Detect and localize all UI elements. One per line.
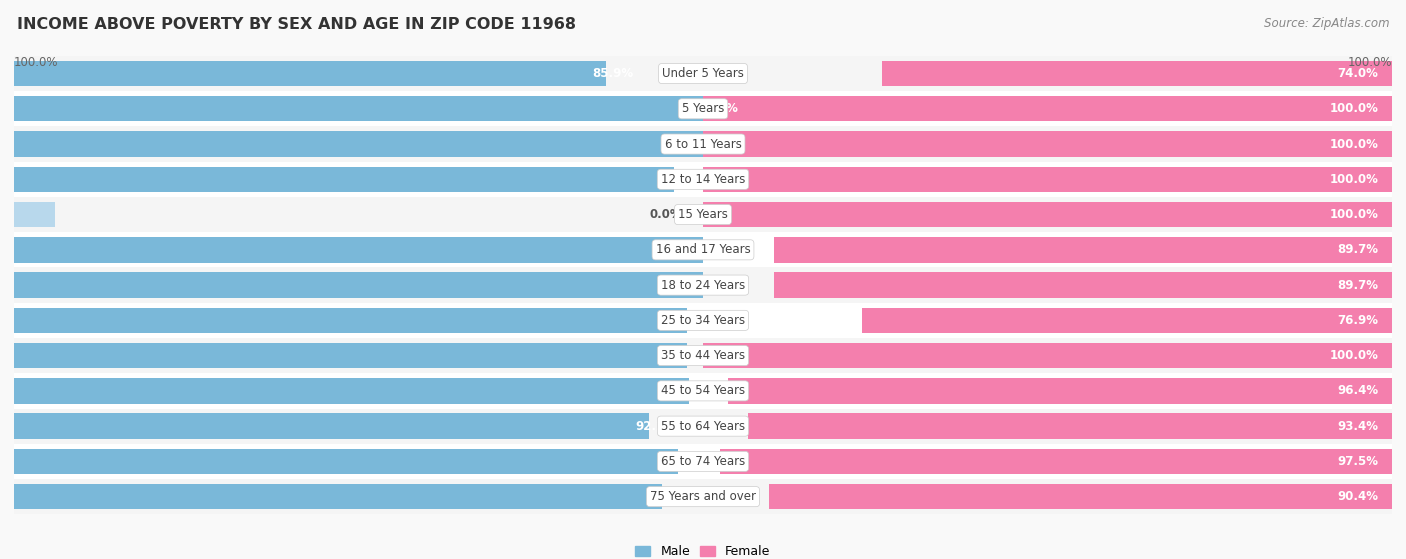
Bar bbox=[748, 414, 1392, 439]
Text: 90.4%: 90.4% bbox=[1337, 490, 1378, 503]
Text: 93.4%: 93.4% bbox=[1337, 420, 1378, 433]
Text: 100.0%: 100.0% bbox=[1329, 102, 1378, 115]
Bar bbox=[14, 267, 1392, 303]
Text: 65 to 74 Years: 65 to 74 Years bbox=[661, 455, 745, 468]
Bar bbox=[728, 378, 1392, 404]
Text: 55 to 64 Years: 55 to 64 Years bbox=[661, 420, 745, 433]
Text: 100.0%: 100.0% bbox=[689, 278, 738, 292]
Legend: Male, Female: Male, Female bbox=[630, 540, 776, 559]
Text: 92.2%: 92.2% bbox=[636, 420, 676, 433]
Text: 100.0%: 100.0% bbox=[1329, 138, 1378, 150]
Bar bbox=[14, 91, 1392, 126]
Text: 5 Years: 5 Years bbox=[682, 102, 724, 115]
Text: 100.0%: 100.0% bbox=[689, 102, 738, 115]
Text: 100.0%: 100.0% bbox=[1329, 349, 1378, 362]
Bar bbox=[14, 61, 606, 86]
Text: 96.3%: 96.3% bbox=[664, 455, 704, 468]
Text: 74.0%: 74.0% bbox=[1337, 67, 1378, 80]
Bar bbox=[703, 96, 1392, 121]
Bar bbox=[14, 484, 662, 509]
Text: 97.7%: 97.7% bbox=[673, 349, 714, 362]
Text: 12 to 14 Years: 12 to 14 Years bbox=[661, 173, 745, 186]
Bar bbox=[14, 343, 688, 368]
Bar bbox=[720, 449, 1392, 474]
Bar bbox=[14, 444, 1392, 479]
Text: INCOME ABOVE POVERTY BY SEX AND AGE IN ZIP CODE 11968: INCOME ABOVE POVERTY BY SEX AND AGE IN Z… bbox=[17, 17, 576, 32]
Bar bbox=[14, 449, 678, 474]
Text: 96.4%: 96.4% bbox=[1337, 385, 1378, 397]
Bar bbox=[769, 484, 1392, 509]
Text: 97.9%: 97.9% bbox=[675, 385, 716, 397]
Bar bbox=[14, 378, 689, 404]
Bar bbox=[14, 131, 703, 157]
Text: 15 Years: 15 Years bbox=[678, 208, 728, 221]
Bar bbox=[703, 131, 1392, 157]
Bar bbox=[703, 343, 1392, 368]
Text: Under 5 Years: Under 5 Years bbox=[662, 67, 744, 80]
Text: 18 to 24 Years: 18 to 24 Years bbox=[661, 278, 745, 292]
Text: 100.0%: 100.0% bbox=[689, 138, 738, 150]
Bar bbox=[14, 272, 703, 298]
Text: 76.9%: 76.9% bbox=[1337, 314, 1378, 327]
Bar bbox=[14, 56, 1392, 91]
Text: 85.9%: 85.9% bbox=[592, 67, 633, 80]
Bar bbox=[14, 232, 1392, 267]
Bar bbox=[14, 373, 1392, 409]
Text: 97.7%: 97.7% bbox=[673, 314, 714, 327]
Text: 0.0%: 0.0% bbox=[650, 208, 682, 221]
Text: 75 Years and over: 75 Years and over bbox=[650, 490, 756, 503]
Text: 35 to 44 Years: 35 to 44 Years bbox=[661, 349, 745, 362]
Bar bbox=[14, 197, 1392, 232]
Bar bbox=[703, 167, 1392, 192]
Bar bbox=[14, 162, 1392, 197]
Bar bbox=[773, 237, 1392, 263]
Text: 100.0%: 100.0% bbox=[1329, 173, 1378, 186]
Bar bbox=[14, 307, 688, 333]
Text: 97.5%: 97.5% bbox=[1337, 455, 1378, 468]
Text: 45 to 54 Years: 45 to 54 Years bbox=[661, 385, 745, 397]
Bar bbox=[14, 338, 1392, 373]
Bar bbox=[14, 202, 55, 228]
Bar bbox=[773, 272, 1392, 298]
Bar bbox=[862, 307, 1392, 333]
Text: 6 to 11 Years: 6 to 11 Years bbox=[665, 138, 741, 150]
Text: 94.1%: 94.1% bbox=[648, 490, 689, 503]
Bar bbox=[14, 167, 673, 192]
Text: 100.0%: 100.0% bbox=[689, 243, 738, 257]
Text: 95.8%: 95.8% bbox=[661, 173, 702, 186]
Bar bbox=[14, 96, 703, 121]
Bar bbox=[14, 414, 650, 439]
Text: 100.0%: 100.0% bbox=[1347, 56, 1392, 69]
Text: 100.0%: 100.0% bbox=[1329, 208, 1378, 221]
Text: 25 to 34 Years: 25 to 34 Years bbox=[661, 314, 745, 327]
Bar bbox=[14, 409, 1392, 444]
Bar bbox=[882, 61, 1392, 86]
Text: Source: ZipAtlas.com: Source: ZipAtlas.com bbox=[1264, 17, 1389, 30]
Bar bbox=[703, 202, 1392, 228]
Text: 16 and 17 Years: 16 and 17 Years bbox=[655, 243, 751, 257]
Text: 89.7%: 89.7% bbox=[1337, 243, 1378, 257]
Bar bbox=[14, 479, 1392, 514]
Text: 89.7%: 89.7% bbox=[1337, 278, 1378, 292]
Bar bbox=[14, 237, 703, 263]
Bar bbox=[14, 303, 1392, 338]
Text: 100.0%: 100.0% bbox=[14, 56, 59, 69]
Bar bbox=[14, 126, 1392, 162]
